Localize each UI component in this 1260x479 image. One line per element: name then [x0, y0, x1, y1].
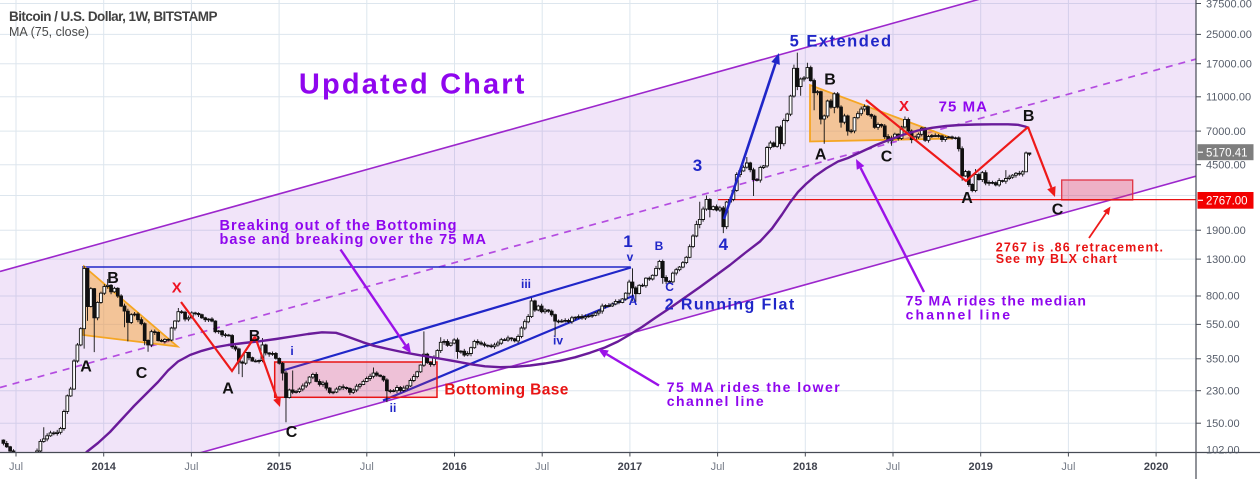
svg-text:ii: ii	[390, 401, 397, 415]
svg-text:1900.00: 1900.00	[1206, 225, 1246, 237]
svg-text:C: C	[881, 149, 893, 166]
svg-text:B: B	[249, 328, 261, 345]
svg-text:Breaking out of the Bottoming: Breaking out of the Bottoming	[220, 218, 457, 234]
svg-text:2016: 2016	[442, 461, 466, 473]
svg-text:5 Extended: 5 Extended	[790, 33, 892, 51]
svg-text:Jul: Jul	[9, 461, 23, 473]
svg-text:2014: 2014	[91, 461, 116, 473]
svg-text:A: A	[80, 359, 92, 376]
svg-text:iii: iii	[521, 277, 531, 291]
svg-text:A: A	[815, 147, 827, 164]
svg-text:17000.00: 17000.00	[1206, 58, 1252, 70]
svg-text:Bitcoin / U.S. Dollar, 1W, BIT: Bitcoin / U.S. Dollar, 1W, BITSTAMP	[9, 9, 218, 24]
svg-text:Bottoming Base: Bottoming Base	[444, 382, 568, 399]
svg-text:Jul: Jul	[535, 461, 549, 473]
svg-text:Jul: Jul	[886, 461, 900, 473]
svg-text:X: X	[172, 280, 182, 297]
svg-text:5170.41: 5170.41	[1206, 148, 1248, 160]
svg-text:2018: 2018	[793, 461, 817, 473]
svg-text:1300.00: 1300.00	[1206, 254, 1246, 266]
svg-text:C: C	[1052, 202, 1064, 219]
svg-text:11000.00: 11000.00	[1206, 91, 1251, 103]
svg-text:350.00: 350.00	[1206, 353, 1240, 365]
svg-text:B: B	[824, 72, 836, 89]
svg-text:A: A	[961, 190, 973, 207]
svg-text:channel line: channel line	[906, 307, 1011, 323]
svg-text:A: A	[629, 294, 638, 308]
svg-text:75 MA rides the lower: 75 MA rides the lower	[667, 379, 841, 395]
svg-text:C: C	[136, 365, 148, 382]
svg-text:B: B	[1023, 108, 1035, 125]
svg-text:1: 1	[623, 232, 632, 251]
svg-text:3: 3	[693, 156, 702, 175]
svg-text:B: B	[655, 239, 664, 253]
svg-text:C: C	[665, 280, 674, 294]
svg-text:MA (75, close): MA (75, close)	[9, 25, 89, 39]
svg-text:2015: 2015	[267, 461, 291, 473]
svg-text:X: X	[899, 98, 909, 115]
svg-text:Jul: Jul	[711, 461, 725, 473]
svg-text:2767.00: 2767.00	[1206, 196, 1248, 208]
svg-text:See my BLX chart: See my BLX chart	[996, 252, 1118, 266]
svg-text:2019: 2019	[968, 461, 992, 473]
svg-text:7000.00: 7000.00	[1206, 126, 1246, 138]
svg-text:4: 4	[719, 235, 729, 254]
svg-text:800.00: 800.00	[1206, 291, 1240, 303]
svg-text:Jul: Jul	[1061, 461, 1075, 473]
svg-text:Updated Chart: Updated Chart	[299, 69, 525, 101]
svg-text:102.00: 102.00	[1206, 445, 1240, 457]
svg-text:2017: 2017	[618, 461, 642, 473]
svg-text:v: v	[627, 250, 634, 264]
svg-text:channel line: channel line	[667, 393, 764, 409]
svg-text:2 Running Flat: 2 Running Flat	[665, 297, 795, 314]
svg-text:150.00: 150.00	[1206, 418, 1240, 430]
svg-text:2020: 2020	[1144, 461, 1168, 473]
svg-text:4500.00: 4500.00	[1206, 159, 1246, 171]
svg-text:2767 is .86 retracement.: 2767 is .86 retracement.	[996, 241, 1163, 255]
svg-text:base and breaking over the 75: base and breaking over the 75 MA	[220, 232, 487, 248]
svg-text:37500.00: 37500.00	[1206, 0, 1252, 10]
svg-text:iv: iv	[553, 334, 563, 348]
svg-text:i: i	[290, 344, 293, 358]
svg-text:B: B	[107, 270, 119, 287]
svg-text:75 MA rides the median: 75 MA rides the median	[906, 293, 1086, 309]
svg-text:550.00: 550.00	[1206, 319, 1240, 331]
svg-text:75 MA: 75 MA	[939, 99, 988, 116]
svg-text:230.00: 230.00	[1206, 385, 1240, 397]
svg-text:Jul: Jul	[184, 461, 198, 473]
svg-text:C: C	[286, 424, 298, 441]
svg-text:A: A	[222, 380, 234, 397]
svg-text:Jul: Jul	[360, 461, 374, 473]
svg-text:25000.00: 25000.00	[1206, 29, 1252, 41]
